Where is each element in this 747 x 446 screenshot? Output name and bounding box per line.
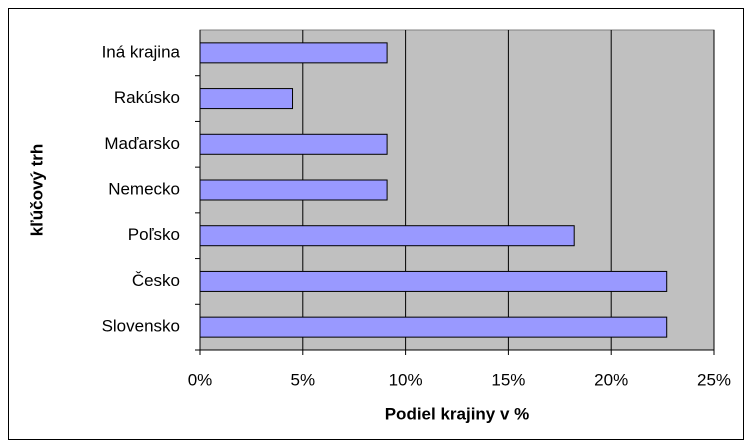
y-tick-label: Poľsko xyxy=(128,225,180,244)
x-tick-label: 20% xyxy=(594,370,628,389)
bar xyxy=(199,316,668,338)
x-axis-title: Podiel krajiny v % xyxy=(385,404,530,423)
bar xyxy=(199,42,388,64)
y-tick-label: Iná krajina xyxy=(102,42,181,61)
bar xyxy=(199,179,388,201)
bar xyxy=(199,270,668,292)
y-tick-label: Česko xyxy=(132,271,180,290)
x-tick-label: 0% xyxy=(188,370,213,389)
y-tick-label: Maďarsko xyxy=(104,134,180,153)
bar xyxy=(199,88,294,110)
x-tick-label: 5% xyxy=(291,370,316,389)
bar xyxy=(199,133,388,155)
bar xyxy=(199,225,575,247)
y-tick-label: Slovensko xyxy=(102,317,180,336)
y-axis-title: kľúčový trh xyxy=(27,144,46,237)
x-tick-label: 15% xyxy=(491,370,525,389)
y-tick-label: Rakúsko xyxy=(114,88,180,107)
x-tick-label: 10% xyxy=(389,370,423,389)
x-tick-label: 25% xyxy=(697,370,731,389)
y-tick-label: Nemecko xyxy=(108,179,180,198)
